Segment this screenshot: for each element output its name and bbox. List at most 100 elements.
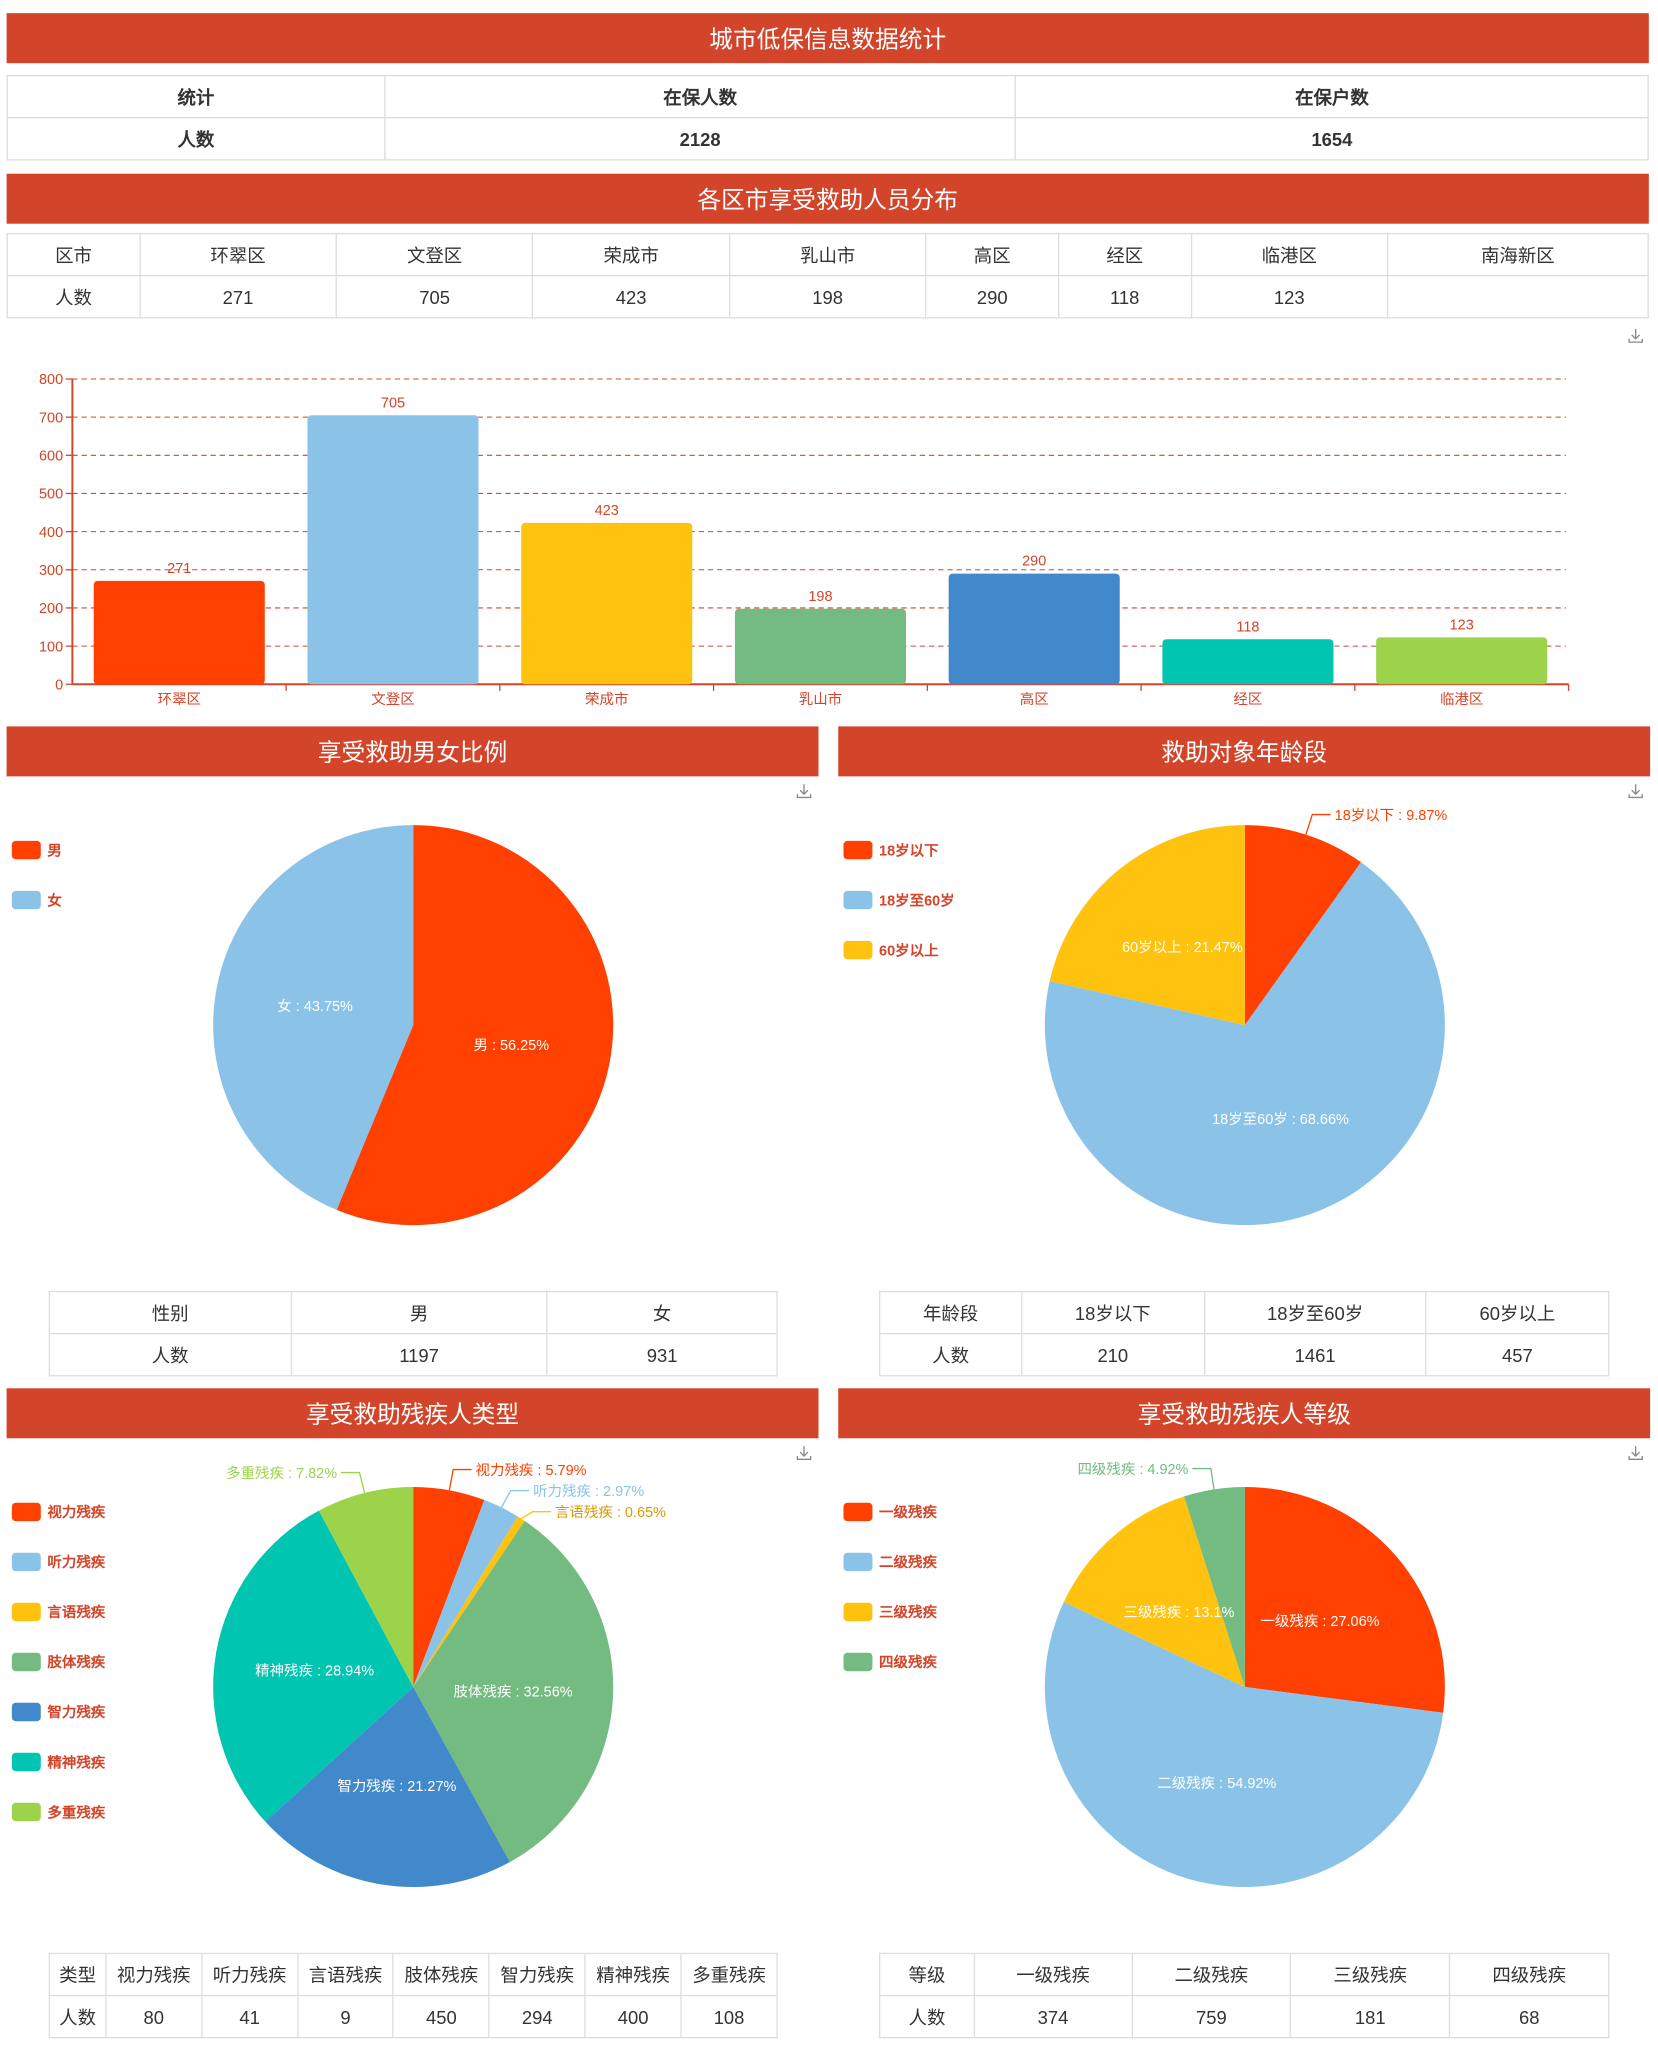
bar-value-label: 290	[1022, 554, 1046, 570]
pie-slice[interactable]	[265, 1686, 510, 1888]
legend-label: 18岁至60岁	[879, 893, 955, 910]
table-header-cell: 视力残疾	[105, 1952, 203, 1997]
bar-value-label: 118	[1236, 619, 1259, 635]
legend-item[interactable]: 三级残疾	[843, 1601, 937, 1622]
table-header-cell: 在保户数	[1015, 75, 1649, 119]
legend-label: 听力残疾	[47, 1555, 106, 1572]
legend-item[interactable]: 四级残疾	[843, 1651, 937, 1672]
pie-slice-label: 肢体残疾 : 32.56%	[454, 1684, 573, 1701]
table-cell: 931	[546, 1333, 778, 1377]
legend-item[interactable]: 18岁至60岁	[843, 890, 955, 911]
legend-label: 智力残疾	[47, 1705, 106, 1722]
legend-item[interactable]: 多重残疾	[11, 1801, 106, 1822]
legend-item[interactable]: 男	[11, 840, 62, 861]
pie-slice[interactable]	[1044, 1602, 1444, 1888]
table-header-cell: 18岁至60岁	[1203, 1290, 1427, 1335]
table-cell: 290	[925, 275, 1060, 319]
table-header-cell: 统计	[6, 75, 386, 119]
table-header-cell: 临港区	[1190, 232, 1389, 277]
legend-item[interactable]: 女	[11, 890, 62, 911]
pie-slice[interactable]	[1183, 1486, 1245, 1687]
age-title: 救助对象年龄段	[838, 726, 1651, 777]
pie-slice[interactable]	[1244, 825, 1362, 1026]
bar-value-label: 123	[1450, 617, 1474, 633]
table-cell: 374	[973, 1994, 1133, 2039]
y-tick-label: 500	[39, 487, 63, 503]
y-tick-label: 0	[55, 678, 63, 694]
download-icon[interactable]	[1628, 328, 1644, 344]
download-icon[interactable]	[1628, 783, 1644, 799]
legend-swatch	[843, 890, 873, 910]
table-cell: 271	[139, 275, 337, 319]
pie-slice[interactable]	[318, 1486, 414, 1687]
table-cell: 80	[105, 1994, 203, 2039]
legend-item[interactable]: 二级残疾	[843, 1551, 937, 1572]
legend-item[interactable]: 视力残疾	[11, 1501, 105, 1522]
age-table: 年龄段 18岁以下 18岁至60岁 60岁以上 人数 210 1461 457	[879, 1290, 1610, 1377]
pie-slice[interactable]	[1244, 1486, 1445, 1713]
table-cell: 2128	[383, 117, 1017, 161]
table-row: 人数 80 41 9 450 294 400 108	[48, 1994, 778, 2039]
table-cell	[1386, 275, 1649, 319]
table-header-cell: 肢体残疾	[392, 1952, 490, 1997]
download-icon[interactable]	[1628, 1445, 1644, 1461]
district-title: 各区市享受救助人员分布	[6, 173, 1649, 224]
table-cell: 123	[1190, 275, 1389, 319]
legend-label: 多重残疾	[47, 1805, 106, 1822]
legend-label: 二级残疾	[879, 1555, 937, 1572]
pie-slice[interactable]	[413, 1486, 485, 1687]
x-tick-label: 环翠区	[158, 692, 201, 708]
legend-label: 女	[47, 893, 62, 910]
pie-label-leader	[1305, 813, 1331, 835]
pie-slice[interactable]	[213, 825, 414, 1210]
pie-slice[interactable]	[413, 1516, 525, 1687]
pie-label-leader	[520, 1511, 552, 1520]
legend-swatch	[843, 1602, 873, 1622]
legend-label: 男	[47, 843, 62, 860]
pie-slice[interactable]	[1063, 1496, 1245, 1687]
table-header-cell: 60岁以上	[1425, 1290, 1610, 1335]
pie-slice-label: 二级残疾 : 54.92%	[1157, 1775, 1276, 1792]
legend-swatch	[843, 1502, 873, 1522]
table-cell: 108	[680, 1994, 778, 2039]
legend-item[interactable]: 一级残疾	[843, 1501, 937, 1522]
legend-swatch	[11, 1552, 41, 1572]
y-tick-label: 700	[39, 410, 63, 426]
bar	[948, 573, 1120, 685]
legend-item[interactable]: 肢体残疾	[11, 1651, 105, 1672]
table-cell: 1461	[1203, 1333, 1427, 1377]
pie-slice[interactable]	[413, 1520, 614, 1863]
disability-type-table: 类型 视力残疾 听力残疾 言语残疾 肢体残疾 智力残疾 精神残疾 多重残疾 人数 80 41 9 450…	[48, 1952, 778, 2039]
legend-item[interactable]: 智力残疾	[11, 1701, 106, 1722]
table-cell: 9	[296, 1994, 395, 2039]
pie-slice[interactable]	[213, 1510, 414, 1822]
pie-slice[interactable]	[413, 1500, 518, 1687]
pie-slice[interactable]	[1049, 825, 1245, 1026]
download-icon[interactable]	[796, 1445, 812, 1461]
pie-chart: 男 : 56.25% 女 : 43.75%	[213, 825, 614, 1226]
pie-chart: 肢体残疾 : 32.56% 智力残疾 : 21.27% 精神残疾 : 28.94% 多…	[213, 1462, 666, 1888]
table-header-cell: 女	[546, 1290, 778, 1335]
legend-item[interactable]: 精神残疾	[11, 1751, 105, 1772]
table-cell: 198	[728, 275, 927, 319]
download-icon[interactable]	[796, 783, 812, 799]
table-header-cell: 类型	[48, 1952, 107, 1997]
legend-item[interactable]: 60岁以上	[843, 940, 939, 961]
pie-slice[interactable]	[336, 825, 614, 1226]
table-cell: 41	[201, 1994, 299, 2039]
legend-item[interactable]: 听力残疾	[11, 1551, 106, 1572]
bar-chart: 0 100 200 300 400 500 600 700 800 271 环翠区 705 文登区 423…	[39, 372, 1570, 708]
pie-slice-label: 听力残疾 : 2.97%	[533, 1483, 644, 1500]
legend-item[interactable]: 言语残疾	[11, 1601, 105, 1622]
y-tick-label: 800	[39, 372, 63, 388]
gender-table: 性别男女人数 1197 931	[48, 1290, 778, 1377]
x-tick-label: 临港区	[1440, 691, 1483, 708]
table-header-cell: 二级残疾	[1131, 1952, 1292, 1997]
table-cell: 400	[584, 1994, 682, 2039]
pie-chart: 18岁至60岁 : 68.66% 60岁以上 : 21.47% 18岁以下 : 9.…	[1044, 807, 1447, 1226]
y-tick-label: 100	[39, 639, 63, 655]
legend-item[interactable]: 18岁以下	[843, 840, 939, 861]
pie-slice-label: 言语残疾 : 0.65%	[555, 1504, 666, 1521]
pie-slice[interactable]	[1044, 862, 1445, 1226]
table-cell: 人数	[48, 1994, 107, 2039]
